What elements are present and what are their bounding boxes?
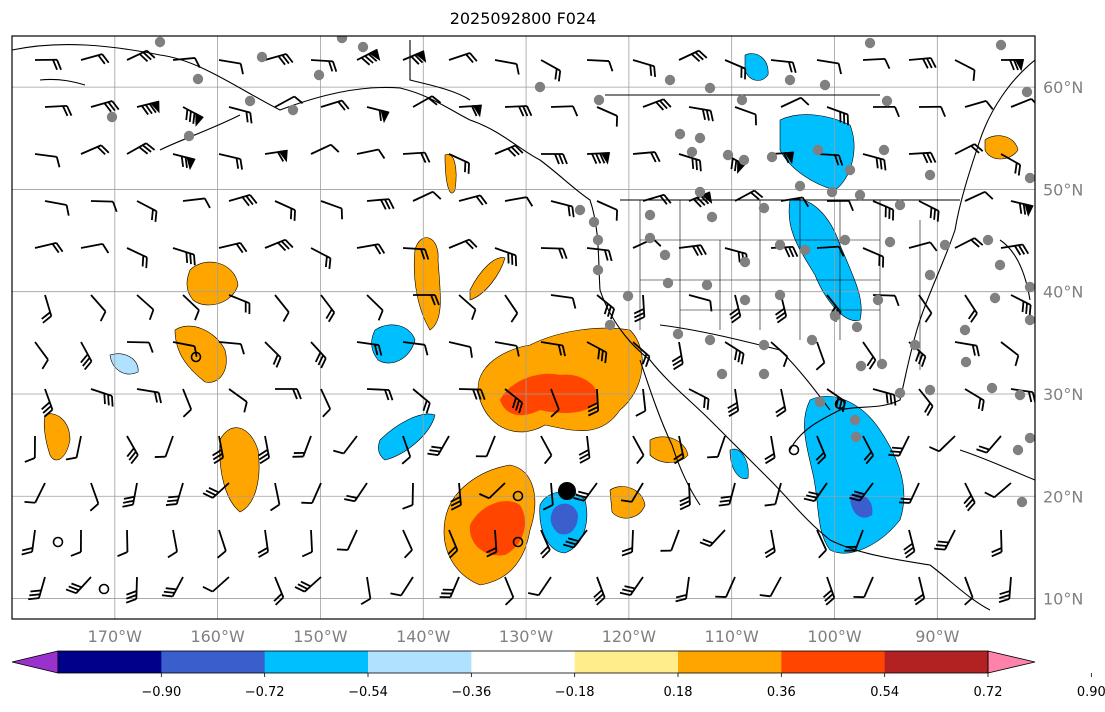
lat-tick-label: 40°N: [1043, 283, 1083, 302]
colorbar-tick-label: −0.18: [555, 685, 595, 700]
colorbar-segment: [574, 651, 679, 673]
station-dots: [106, 36, 1035, 508]
lon-tick-label: 170°W: [88, 627, 143, 646]
colorbar-segment: [678, 651, 782, 673]
colorbar-tick-label: 0.36: [767, 685, 796, 700]
colorbar: [11, 650, 1036, 674]
lon-tick-label: 140°W: [396, 627, 451, 646]
colorbar-tick-labels: −0.90 −0.72 −0.54 −0.36 −0.18 0.18 0.36 0.54 0.7…: [141, 673, 1105, 700]
lat-tick-label: 60°N: [1043, 78, 1083, 97]
lon-tick-label: 90°W: [915, 627, 959, 646]
longitude-labels: 170°W 160°W 150°W 140°W 130°W 120°W 110°W 100°W…: [88, 627, 960, 646]
colorbar-segment: [884, 651, 989, 673]
wind-barbs: [21, 48, 1035, 606]
colorbar-tick-label: −0.72: [245, 685, 285, 700]
colorbar-segment: [471, 651, 576, 673]
map-title: 2025092800 F024: [449, 9, 597, 28]
colorbar-tick-label: 0.18: [664, 685, 693, 700]
lat-tick-label: 20°N: [1043, 487, 1083, 506]
lon-tick-label: 100°W: [807, 627, 862, 646]
colorbar-tick-label: −0.90: [141, 685, 181, 700]
lon-tick-label: 120°W: [602, 627, 657, 646]
lon-tick-label: 160°W: [190, 627, 245, 646]
colorbar-segment: [264, 651, 369, 673]
latitude-labels: 60°N 50°N 40°N 30°N 20°N 10°N: [1043, 78, 1083, 608]
lon-tick-label: 150°W: [293, 627, 348, 646]
colorbar-tick-label: −0.36: [451, 685, 491, 700]
lon-tick-label: 130°W: [499, 627, 554, 646]
colorbar-segment: [368, 651, 472, 673]
open-circle-markers: [52, 351, 846, 595]
filled-station-marker: [558, 482, 576, 500]
colorbar-extend-high: [987, 650, 1036, 674]
colorbar-segment: [781, 651, 886, 673]
lat-tick-label: 30°N: [1043, 385, 1083, 404]
map-frame: [11, 35, 1036, 620]
lat-tick-label: 50°N: [1043, 180, 1083, 199]
colorbar-tick-label: −0.54: [348, 685, 388, 700]
graticule-lines: [12, 36, 1035, 619]
colorbar-tick-label: 0.90: [1077, 685, 1105, 700]
colorbar-tick-label: 0.54: [870, 685, 899, 700]
lat-tick-label: 10°N: [1043, 590, 1083, 609]
colorbar-segment: [58, 651, 162, 673]
colorbar-tick-label: 0.72: [974, 685, 1003, 700]
colorbar-segment: [161, 651, 266, 673]
colorbar-extend-low: [11, 650, 59, 674]
lon-tick-label: 110°W: [705, 627, 760, 646]
